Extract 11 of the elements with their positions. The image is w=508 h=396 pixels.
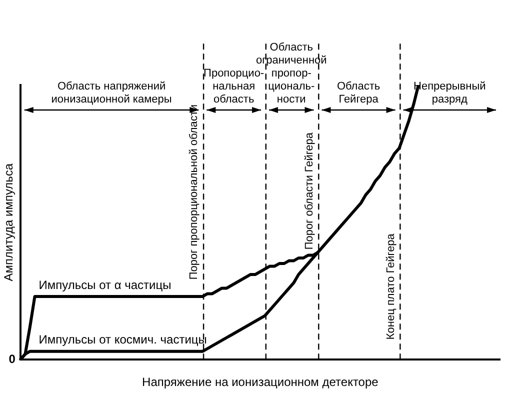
annotation: Область Гейгера [336,80,380,106]
annotation: Непрерывный разряд [414,80,486,106]
x-axis-title: Напряжение на ионизационном детекторе [142,375,379,390]
y-axis-title: Амплитуда импульса [2,163,16,282]
annotation: Область напряжений ионизационной камеры [51,80,172,106]
annotation: Пропорцио- нальная область [204,68,264,106]
series-label: Импульсы от космич. частицы [38,332,207,347]
annotation: Порог области Гейгера [303,132,316,250]
annotation: Конец плато Гейгера [384,232,397,340]
text: 0 [8,352,16,366]
series-label: Импульсы от α частицы [38,278,172,292]
